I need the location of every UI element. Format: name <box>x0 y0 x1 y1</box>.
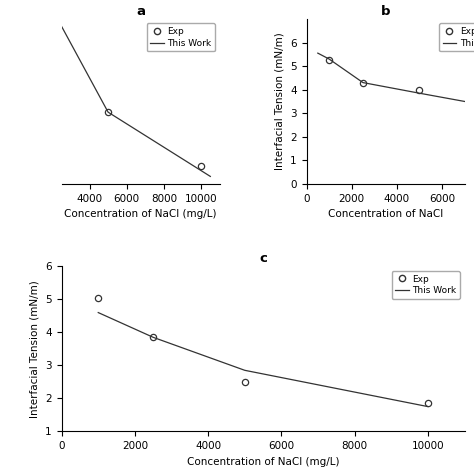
Title: c: c <box>259 252 267 265</box>
Legend: Exp, This Work: Exp, This Work <box>439 24 474 51</box>
X-axis label: Concentration of NaCl: Concentration of NaCl <box>328 209 443 219</box>
Title: b: b <box>381 5 390 18</box>
Y-axis label: Interfacial Tension (mN/m): Interfacial Tension (mN/m) <box>274 33 284 170</box>
X-axis label: Concentration of NaCl (mg/L): Concentration of NaCl (mg/L) <box>187 456 339 466</box>
X-axis label: Concentration of NaCl (mg/L): Concentration of NaCl (mg/L) <box>64 209 217 219</box>
Title: a: a <box>136 5 145 18</box>
Legend: Exp, This Work: Exp, This Work <box>392 271 460 299</box>
Y-axis label: Interfacial Tension (mN/m): Interfacial Tension (mN/m) <box>30 280 40 418</box>
Legend: Exp, This Work: Exp, This Work <box>146 24 215 51</box>
